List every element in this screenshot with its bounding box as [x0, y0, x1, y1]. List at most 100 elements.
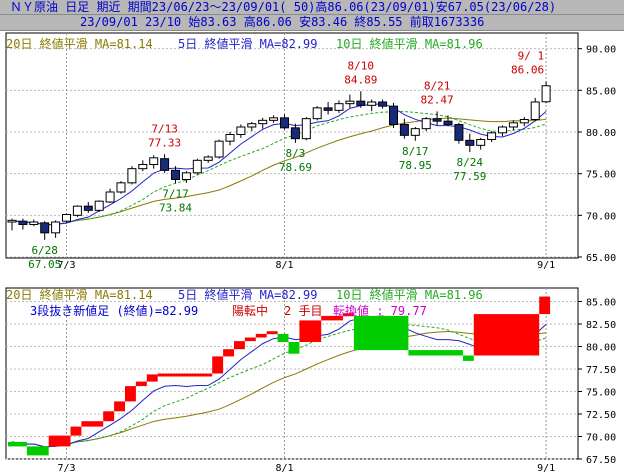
annotation-value: 78.95 [399, 159, 432, 172]
candle-down [290, 127, 300, 140]
y-tick-label: 75.00 [586, 388, 616, 399]
y-tick-label: 67.50 [586, 455, 616, 466]
ma10-line [11, 110, 547, 226]
renko-down-block [277, 333, 289, 342]
candle-down [356, 100, 366, 106]
candle-down [454, 124, 464, 141]
candle-up [476, 139, 486, 146]
candle-down [280, 117, 289, 129]
renko-count: 2 手目 [284, 304, 323, 318]
renko-up-block [135, 381, 147, 387]
candle-up [247, 123, 257, 128]
candle-down [18, 220, 28, 226]
renko-label: 3段抜き新値足 (終値)=82.99 [30, 304, 199, 318]
renko-up-block [539, 296, 551, 315]
renko-up-block [157, 373, 213, 377]
candle-up [29, 221, 39, 225]
renko-up-block [212, 356, 224, 374]
renko-up-block [223, 349, 234, 357]
y-tick-label: 90.00 [586, 45, 616, 56]
renko-reversal: 転換値 : 79.77 [333, 304, 427, 318]
renko-chart-panel: 85.00 82.50 80.00 77.50 75.00 72.50 70.00 67.50… [0, 284, 624, 475]
annotation-date: 7/17 [162, 187, 189, 200]
candle-up [105, 191, 115, 203]
candle-down [432, 118, 442, 122]
annotation-date: 7/13 [151, 122, 178, 135]
legend-ma5: 5日 終値平滑 MA=82.99 [178, 288, 318, 302]
candle-down [443, 120, 453, 125]
legend-ma5: 5日 終値平滑 MA=82.99 [178, 37, 318, 51]
candle-up [301, 118, 311, 140]
legend-ma20: 20日 終値平滑 MA=81.14 [6, 288, 153, 302]
candle-up [541, 85, 551, 103]
renko-up-block [244, 337, 256, 342]
annotation-date: 8/17 [402, 145, 429, 158]
renko-up-block [114, 401, 125, 412]
y-tick-label: 85.00 [586, 298, 616, 309]
candle-down [323, 107, 333, 111]
y-tick-label: 77.50 [586, 365, 616, 376]
candle-up [236, 126, 246, 135]
candle-up [345, 100, 355, 105]
y-tick-label: 80.00 [586, 128, 616, 139]
renko-up-block [343, 313, 354, 317]
candle-up [498, 126, 507, 134]
candle-up [7, 219, 17, 223]
candle-up [51, 221, 61, 234]
candle-up [127, 168, 137, 184]
x-tick-label: 7/3 [57, 463, 75, 474]
candlestick-chart: 90.00 85.00 80.00 75.00 70.00 65.00 7/3 8/1 9/1 6… [5, 32, 616, 271]
candle-up [149, 157, 159, 166]
renko-up-block [321, 315, 343, 321]
renko-up-block [299, 320, 322, 342]
annotation-date: 8/3 [285, 147, 305, 160]
annotation-date: 6/28 [31, 244, 58, 257]
candle-down [378, 101, 388, 107]
legend-ma10: 10日 終値平滑 MA=81.96 [336, 288, 483, 302]
x-tick-label: 8/1 [275, 463, 293, 474]
candle-down [171, 169, 180, 180]
candle-up [138, 164, 148, 170]
renko-up-block [125, 386, 136, 402]
candle-down [465, 139, 475, 146]
candle-down [160, 158, 170, 171]
y-tick-label: 82.50 [586, 320, 616, 331]
header-line1: ＮＹ原油 日足 期近 期間23/06/23～23/09/01( 50)高86.0… [10, 0, 557, 14]
renko-up-block [103, 411, 115, 422]
renko-up-block [48, 435, 71, 447]
ma10-line [11, 323, 547, 448]
y-tick-label: 65.00 [586, 253, 616, 264]
candle-up [116, 182, 126, 193]
renko-down-block [353, 315, 409, 351]
candle-down [389, 105, 398, 125]
renko-down-block [8, 441, 27, 447]
candle-up [72, 205, 82, 216]
renko-up-block [81, 421, 104, 427]
y-tick-label: 75.00 [586, 170, 616, 181]
candle-up [258, 119, 268, 125]
renko-chart: 85.00 82.50 80.00 77.50 75.00 72.50 70.00 67.50… [5, 287, 616, 474]
annotation-date: 8/10 [348, 59, 375, 72]
candle-up [508, 122, 518, 128]
legend-ma20: 20日 終値平滑 MA=81.14 [6, 37, 153, 51]
annotation-date: 8/21 [424, 79, 451, 92]
candle-up [225, 134, 235, 142]
candle-up [94, 200, 104, 211]
x-tick-label: 9/1 [537, 463, 555, 474]
annotation-value: 84.89 [344, 73, 377, 86]
candle-down [399, 124, 409, 136]
y-tick-label: 70.00 [586, 433, 616, 444]
renko-up-block [266, 331, 278, 335]
candle-up [367, 101, 377, 106]
x-tick-label: 7/3 [57, 260, 75, 271]
candle-up [312, 107, 322, 120]
candle-up [421, 118, 431, 130]
title-bar-1: ＮＹ原油 日足 期近 期間23/06/23～23/09/01( 50)高86.0… [0, 0, 624, 15]
candle-up [334, 103, 344, 111]
candle-up [214, 140, 224, 158]
annotation-value: 73.84 [159, 201, 192, 214]
renko-up-block [146, 374, 158, 382]
annotation-value: 82.47 [421, 93, 454, 106]
candle-down [83, 205, 93, 211]
y-tick-label: 80.00 [586, 343, 616, 354]
